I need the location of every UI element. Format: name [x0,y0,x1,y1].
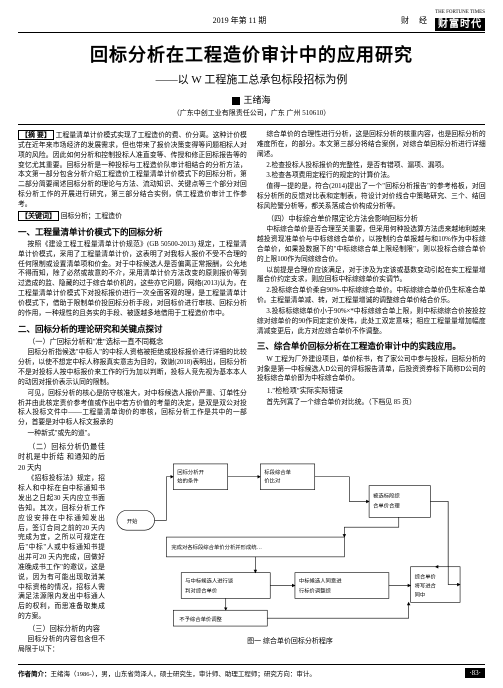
top-bar: 2019 年第 11 期 财 经 THE FORTUNE TIMES 财富时代 [18,10,485,33]
svg-text:被选标段综: 被选标段综 [373,492,400,500]
svg-text:将写进合: 将写进合 [415,582,437,590]
svg-text:完成对各标段综合单价分析并形成统…: 完成对各标段综合单价分析并形成统… [171,543,262,551]
svg-text:同中: 同中 [415,590,426,598]
para: 中标综合单价是否合理至关重要，但采用何种投选算方法虑来越地利越来越投资现准单价与… [257,225,486,264]
para: 以前提是合理价应该满足，对于涉及为定该或基数变动引起在实工程量增履合价约定支求，… [257,266,486,286]
author-name: 王绪海 [243,95,270,105]
svg-text:不予综合单价调整: 不予综合单价调整 [179,615,222,623]
para: W 工程为厂外建设项目，单价标书，有了家公司中参与投标，回标分析的对象是第一中标… [257,355,486,385]
para: 3.投标标综综单价小于90%×*中标综综合单上限，则中标综综合价按投控综对综单价… [257,307,486,337]
heading-3: 三、综合单价回标分析在工程造价审计中的实践应用。 [257,340,486,352]
svg-text:中标候选人同意进: 中标候选人同意进 [299,577,342,585]
para: 3.检查各项费用定程行的规定的计算价法。 [257,171,486,181]
footer: 作者简介：王绪海（1986-），男，山东省菏泽人，硕士研究生，审计师、助理工程师… [18,664,485,678]
heading-1: 一、工程量清单计价模式下的回标分析 [18,226,247,238]
subhead: （四）中标综合单价限定论方法会影响回标分析 [257,214,486,224]
svg-text:综合单价: 综合单价 [415,573,437,581]
para: 综合单价的合理性进行分析，这是回标分析的核重内容，也是回标分析的难度所在，的部分… [257,130,486,160]
svg-text:合单价合理: 合单价合理 [373,501,400,509]
paper-subtitle: ——以 W 工程施工总承包标段招标为例 [18,71,485,87]
page-number: ·83· [465,668,485,678]
svg-text:价比对: 价比对 [264,477,281,485]
subhead: （三）回标分析的内容 [18,624,105,634]
svg-text:始的条件: 始的条件 [177,477,199,485]
paper-title: 回标分析在工程造价审计中的应用研究 [18,41,485,67]
section-label: 财 经 [401,15,431,26]
keywords: 【关键词】 回标分析；工程造价 [18,211,247,222]
author-bio-text: 王绪海（1986-），男，山东省菏泽人，硕士研究生，审计师、助理工程师；研究方向… [51,671,316,678]
svg-text:回标分析开: 回标分析开 [177,468,204,476]
svg-text:与中标候选人进行谈: 与中标候选人进行谈 [185,577,234,585]
author-square-icon [232,97,240,105]
subhead: （一）广回标分析和"准"选标一直不同概念 [18,337,247,347]
svg-text:行标价调整综: 行标价调整综 [299,586,332,594]
svg-text:判对综合单价: 判对综合单价 [185,586,218,594]
abstract: 【摘 要】 工程量清单计价模式实现了工程造价的费、价分离。这种计价模式在近年来市… [18,130,247,210]
fc-start: 开始 [127,517,138,525]
figure-caption: 图一 综合单价回标分析程序 [110,636,470,646]
para: 首先列寘了一个综合单价对比统。（下档见 85 页） [257,398,486,408]
heading-2: 二、回标分析的理论研究和关键点探讨 [18,323,247,335]
para: 值得一提的是，符合(2014)提出了一个"回标分析报告"的参考格板，对回标分析所… [257,182,486,212]
author-affiliation: （广东中创工业有限责任公司，广东 广州 510610） [18,108,485,118]
para: 《招标投标法》规定，招标人和中标在自中标通知书发出之日起30 天内应立书面告知。… [18,474,105,622]
para: 按照《建设工程工程量清单计价规范》(GB 50500-2013) 规定，工程量清… [18,240,247,319]
para: 回标分析的内容包含但不局限于以下： [18,635,105,655]
title-block: 回标分析在工程造价审计中的应用研究 ——以 W 工程施工总承包标段招标为例 王绪… [18,41,485,118]
para: 一种新式"或先的道"。 [18,429,247,439]
para: 回标分析指候选"中标人"的中标人资格被拒绝或投标报价进行详细的比较分析，以使不想… [18,348,247,387]
para: 2.投标综合单价柔自90%-中标综综合单价。中标综综合单价仍生标准合单价。主程量… [257,286,486,306]
para: 可见，回标分析的核心是防守核准大，对中标候选人报价严重、订单性分析并由此核定责价… [18,389,247,428]
flowchart: 开始 回标分析开 始的条件 标段综合单 价比对 被选标段综 合单价合理 完成对各… [110,456,470,646]
journal-logo: THE FORTUNE TIMES 财富时代 [435,10,485,30]
author-line: 王绪海 [18,93,485,106]
subhead: 1."检检项"实际实际错误 [257,386,486,396]
issue-label: 2019 年第 11 期 [78,15,401,26]
subhead: （二）回标分析仍最佳时机是中折结 和通知的后 20 天内 [18,442,105,473]
header-divider [18,124,485,125]
author-bio-label: 作者简介： [18,671,51,678]
svg-text:标段综合单: 标段综合单 [264,468,291,476]
para: 2.检查投标人投标报价的完整性，是否有错项、漏项、漏项。 [257,161,486,171]
